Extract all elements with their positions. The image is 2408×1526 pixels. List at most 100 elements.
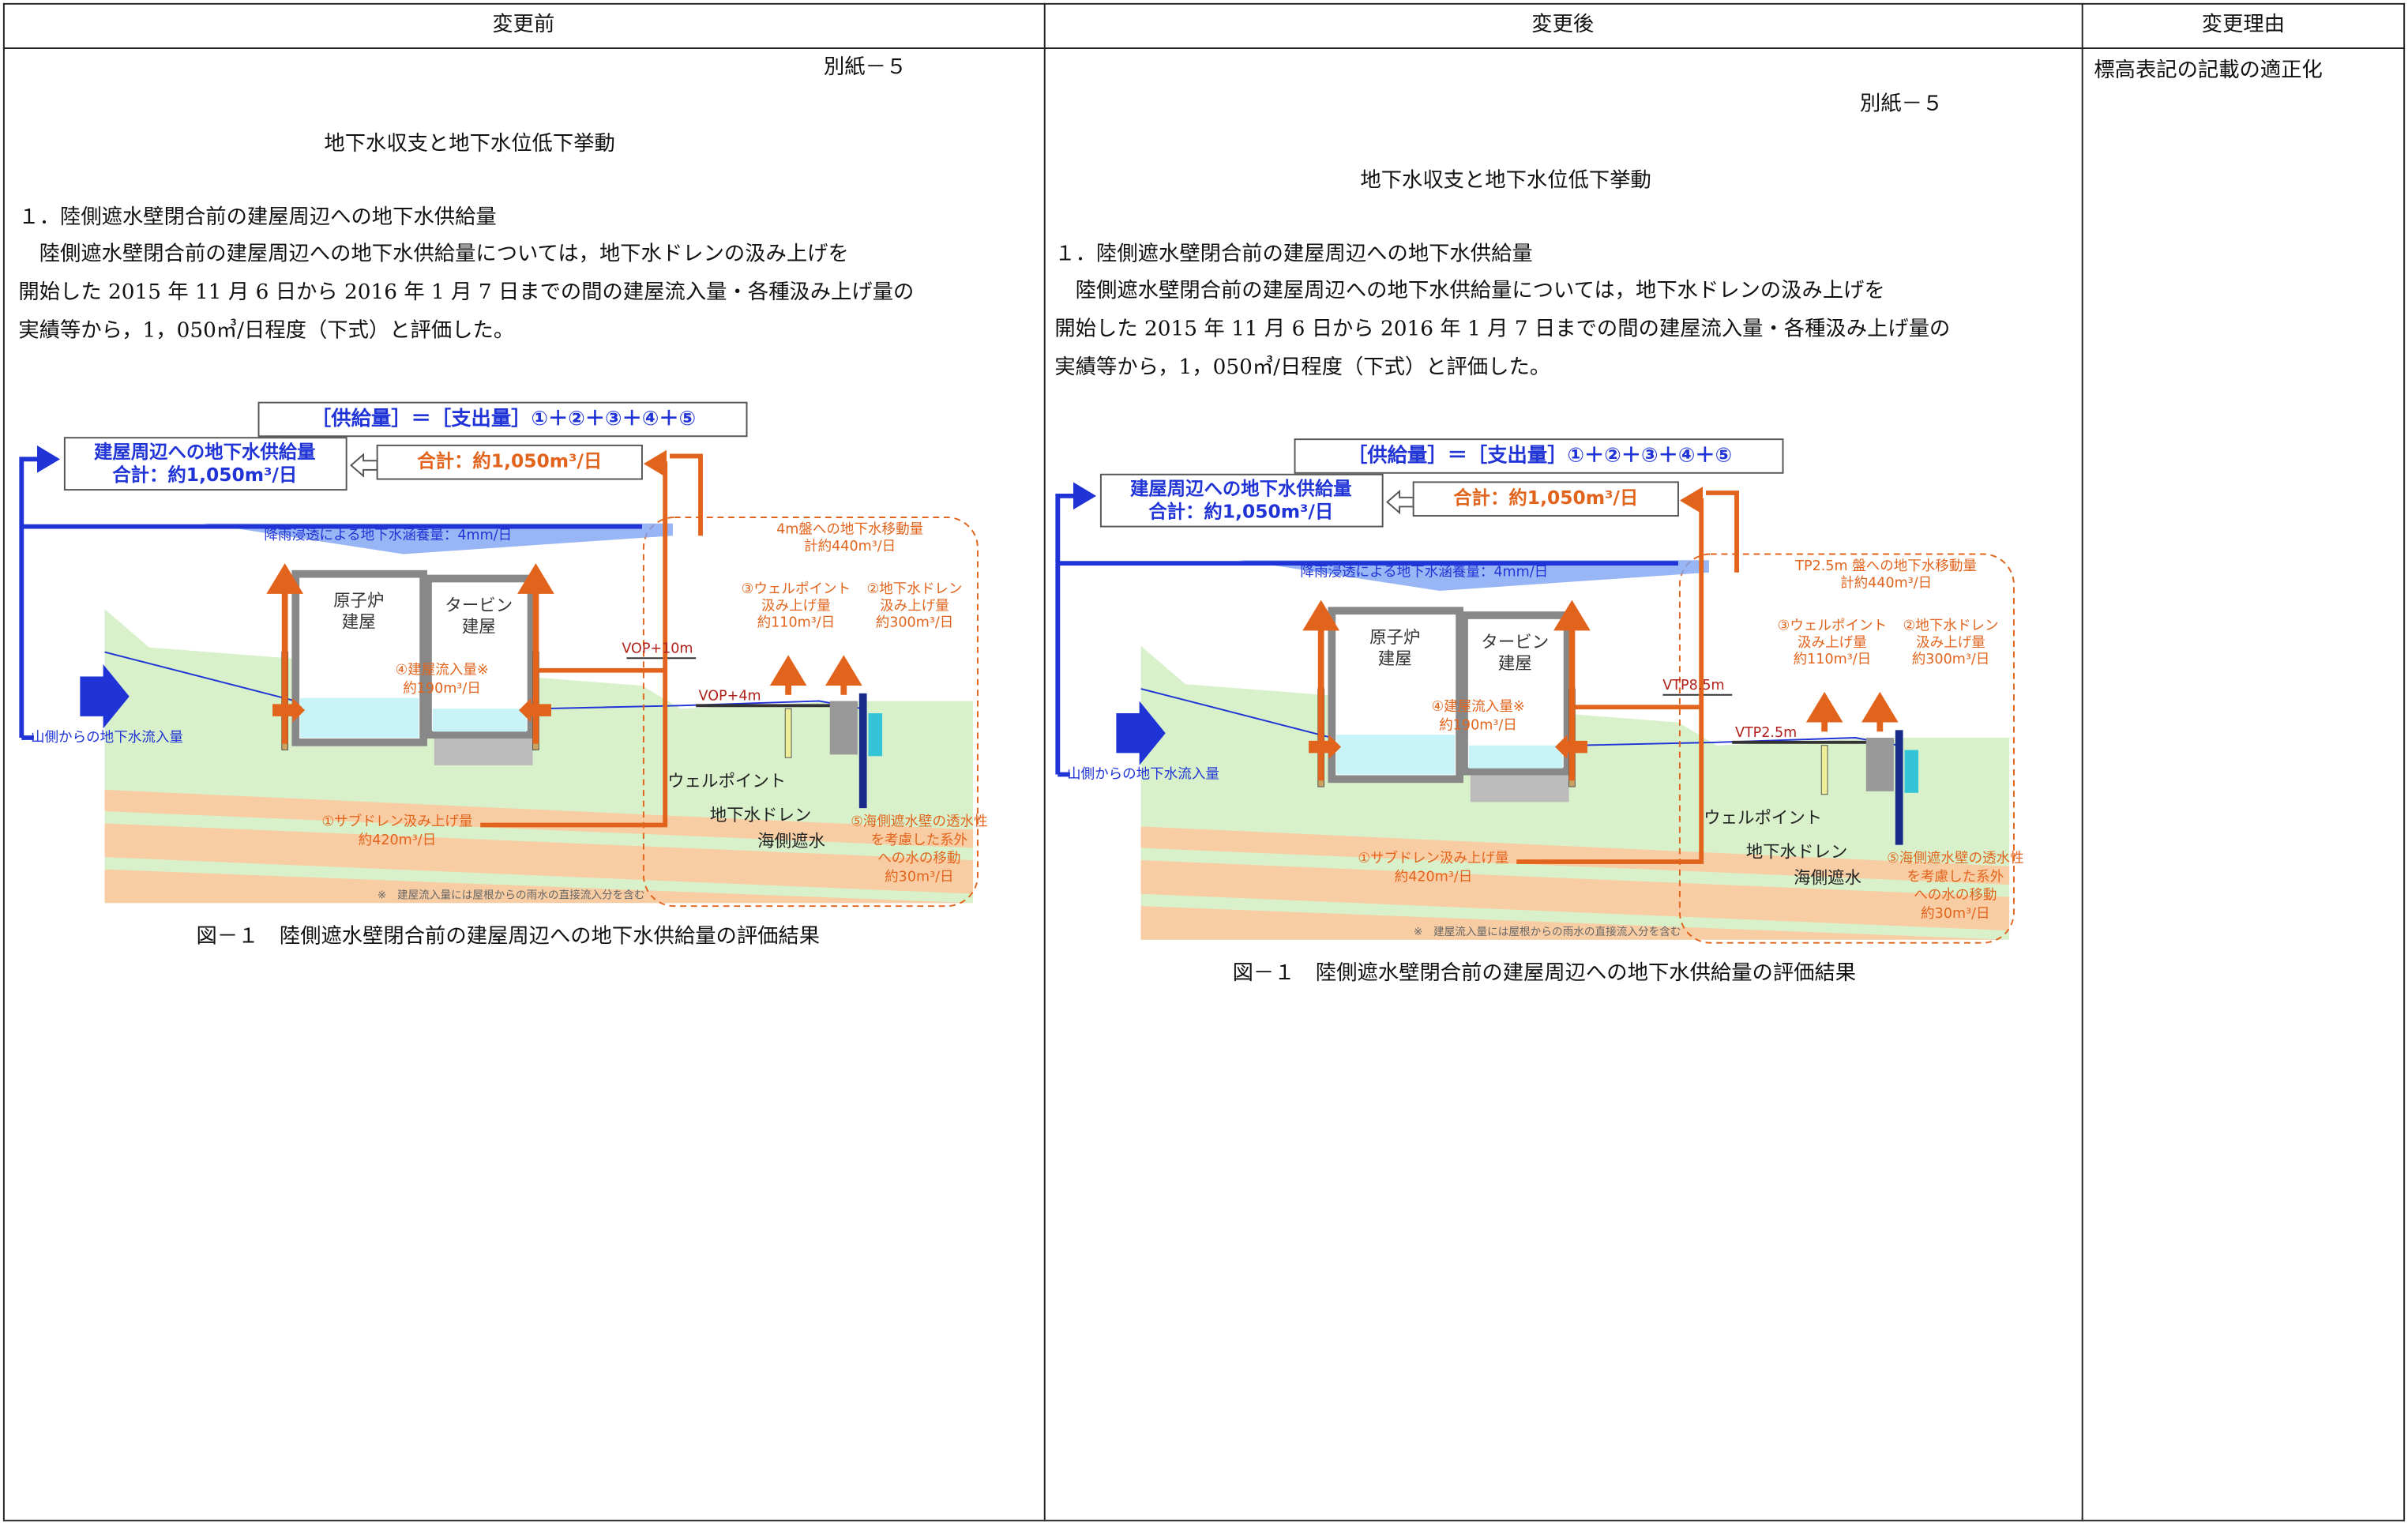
diagram-label: 海側遮水 — [1794, 868, 1861, 888]
diagram-label: 汲み上げ量 — [880, 598, 949, 614]
stratum — [1140, 860, 2010, 931]
supply-box — [1099, 473, 1384, 528]
total-label: 合計：約1,050m³/日 — [1453, 487, 1638, 509]
rain-band — [203, 523, 673, 554]
diagram-label: ①サブドレン汲み上げ量 — [1358, 850, 1508, 866]
diagram-label: ①サブドレン汲み上げ量 — [321, 814, 472, 830]
stratum — [1140, 826, 2010, 885]
diagram-label: 約300m³/日 — [1912, 652, 1990, 667]
diagram-label: 約190m³/日 — [403, 681, 481, 697]
formula: ［供給量］＝［支出量］①＋②＋③＋④＋⑤ — [1347, 444, 1732, 467]
attachment: 別紙－５ — [1859, 92, 1944, 117]
paragraph-line: 実績等から，1，050㎥/日程度（下式）と評価した。 — [18, 318, 515, 344]
table-border — [2403, 2, 2406, 1520]
diagram-label: 地下水ドレン — [1746, 842, 1848, 862]
diagram-label: VTP8.5m — [1662, 678, 1724, 693]
figure-caption: 図－１ 陸側遮水壁閉合前の建屋周辺への地下水供給量の評価結果 — [1232, 960, 1857, 986]
diagram-label: を考慮した系外 — [870, 833, 967, 848]
table-border — [2081, 2, 2083, 1520]
stratum — [104, 869, 974, 904]
figure-caption: 図－１ 陸側遮水壁閉合前の建屋周辺への地下水供給量の評価結果 — [196, 924, 821, 949]
table-border — [2, 2, 5, 1520]
section-heading: １．陸側遮水壁閉合前の建屋周辺への地下水供給量 — [1054, 242, 1533, 267]
diagram-label: 計約440m³/日 — [1840, 575, 1932, 591]
diagram-label: ※ 建屋流入量には屋根からの雨水の直接流入分を含む — [1414, 925, 1681, 938]
diagram-label: 山側からの地下水流入量 — [1067, 767, 1219, 783]
building-shadow — [1470, 771, 1569, 802]
wellpoint-pipe — [784, 708, 792, 758]
building-water — [300, 697, 419, 739]
total-label: 合計：約1,050m³/日 — [417, 450, 602, 472]
formula: ［供給量］＝［支出量］①＋②＋③＋④＋⑤ — [311, 407, 696, 430]
orange-flow — [480, 449, 668, 828]
diagram-label: ウェルポイント — [1704, 809, 1822, 829]
diagram-label: TP2.5m 盤への地下水移動量 — [1794, 558, 1977, 574]
diagram-label: ④建屋流入量※ — [395, 663, 488, 678]
attachment: 別紙－５ — [823, 54, 907, 80]
paragraph-line: 開始した 2015 年 11 月 6 日から 2016 年 1 月 7 日までの… — [18, 280, 915, 305]
turbine-building — [424, 574, 535, 739]
diagram-label: を考慮した系外 — [1906, 869, 2004, 885]
water-table — [104, 651, 862, 710]
table-border — [2, 2, 2406, 5]
total-box — [1412, 481, 1679, 517]
diagram-label: VTP2.5m — [1735, 725, 1797, 741]
hollow-arrow — [350, 453, 378, 478]
supply-label: 合計：約1,050m³/日 — [1148, 501, 1333, 523]
paragraph-line: 開始した 2015 年 11 月 6 日から 2016 年 1 月 7 日までの… — [1054, 317, 1951, 342]
paragraph-line: 実績等から，1，050㎥/日程度（下式）と評価した。 — [1054, 355, 1551, 380]
building-water — [1336, 735, 1456, 775]
orange-flow — [1516, 487, 1704, 864]
turbine-building — [1460, 611, 1572, 776]
drain-box — [829, 701, 858, 755]
diagram-label: 約30m³/日 — [1921, 906, 1989, 922]
diagram-label: 地下水ドレン — [710, 806, 812, 825]
diagram-label: VOP+4m — [699, 689, 761, 705]
diagram-label: 約190m³/日 — [1439, 718, 1517, 734]
flow-arrow — [272, 697, 306, 723]
diagram-label: ④建屋流入量※ — [1431, 699, 1524, 715]
supply-label: 建屋周辺への地下水供給量 — [94, 441, 316, 463]
water-table — [1140, 688, 1899, 746]
diagram: ［供給量］＝［支出量］①＋②＋③＋④＋⑤建屋周辺への地下水供給量合計：約1,05… — [19, 401, 988, 908]
diagram-label: 建屋 — [1498, 654, 1532, 674]
diagram: ［供給量］＝［支出量］①＋②＋③＋④＋⑤建屋周辺への地下水供給量合計：約1,05… — [1055, 438, 2024, 944]
diagram-label: 約300m³/日 — [876, 615, 954, 631]
area-box — [1678, 553, 2015, 944]
diagram-label: への水の移動 — [1914, 888, 1997, 904]
flow-arrow — [1554, 735, 1587, 760]
inflow-arrow — [80, 664, 130, 729]
formula-box — [1294, 438, 1784, 474]
diagram-label: 約110m³/日 — [757, 615, 836, 631]
seawall — [1895, 730, 1903, 845]
diagram-label: ③ウェルポイント — [1778, 618, 1887, 634]
diagram-label: 汲み上げ量 — [1916, 635, 1985, 651]
diagram-label: ②地下水ドレン — [1903, 618, 1999, 634]
paragraph-line: 陸側遮水壁閉合前の建屋周辺への地下水供給量については，地下水ドレンの汲み上げを — [1054, 278, 1885, 303]
diagram-label: 汲み上げ量 — [1798, 635, 1867, 651]
doc-title: 地下水収支と地下水位低下挙動 — [1360, 168, 1651, 194]
header-cell: 変更後 — [1531, 12, 1595, 37]
supply-box — [63, 437, 347, 491]
section-heading: １．陸側遮水壁閉合前の建屋周辺への地下水供給量 — [18, 205, 497, 230]
diagram-label: 降雨浸透による地下水涵養量：4mm/日 — [1300, 565, 1548, 581]
wellpoint-pipe — [1820, 745, 1828, 795]
inflow-arrow — [1116, 701, 1166, 765]
rain-band — [1239, 560, 1709, 591]
diagram-label: 建屋 — [462, 618, 496, 637]
supply-label: 合計：約1,050m³/日 — [112, 464, 297, 486]
orange-flow — [670, 453, 703, 536]
diagram-label: 4m盤への地下水移動量 — [776, 522, 923, 538]
diagram-label: 建屋 — [1378, 649, 1412, 669]
sea — [868, 713, 883, 757]
diagram-label: タービン — [445, 596, 513, 615]
header-cell: 変更前 — [492, 12, 555, 37]
drain-box — [1865, 738, 1894, 791]
diagram-label: 降雨浸透による地下水涵養量：4mm/日 — [264, 528, 512, 543]
flow-arrow — [518, 697, 551, 723]
paragraph-line: 陸側遮水壁閉合前の建屋周辺への地下水供給量については，地下水ドレンの汲み上げを — [18, 242, 849, 267]
seawall — [858, 693, 867, 809]
diagram-label: VOP+10m — [622, 641, 693, 657]
diagram-label: 約420m³/日 — [359, 833, 437, 848]
